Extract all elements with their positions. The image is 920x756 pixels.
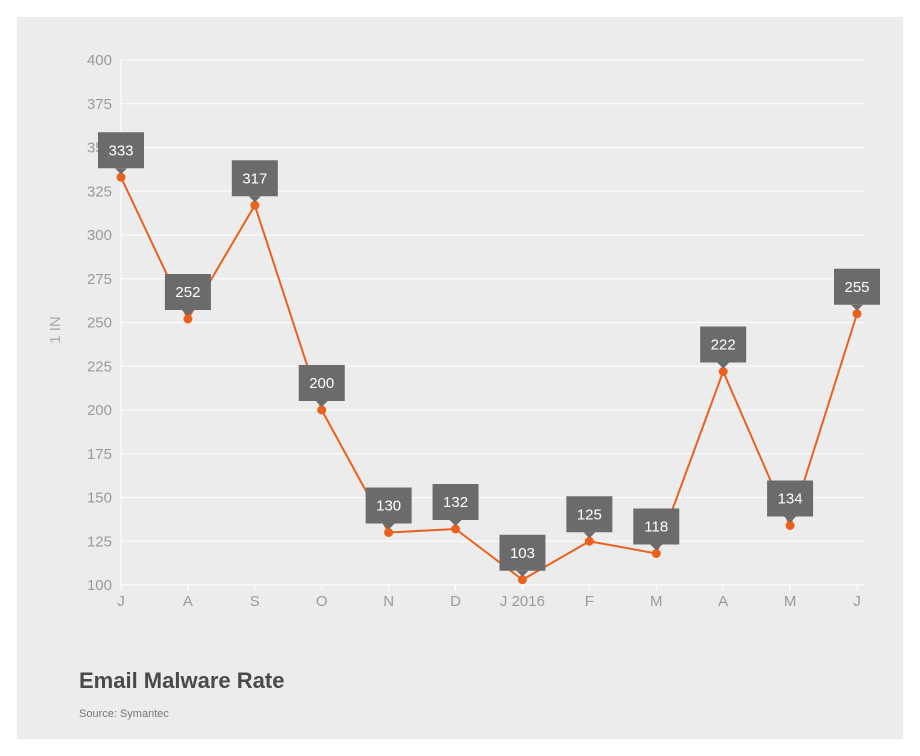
data-point[interactable] <box>517 575 527 585</box>
data-label-box <box>298 365 345 401</box>
y-tick-label: 100 <box>87 577 112 594</box>
data-label-text: 255 <box>844 279 869 296</box>
data-label-pointer <box>717 362 730 369</box>
x-tick-label: F <box>585 593 594 610</box>
data-label: 118 <box>633 508 680 551</box>
data-label-pointer <box>115 168 127 175</box>
data-label-box <box>834 268 880 305</box>
data-label-box <box>566 496 613 533</box>
data-label: 222 <box>700 326 747 369</box>
y-axis-label: 1 IN <box>47 316 64 344</box>
x-tick-label: M <box>784 593 797 610</box>
data-label-text: 134 <box>778 491 803 508</box>
data-label-box <box>767 480 814 517</box>
data-point[interactable] <box>317 405 327 415</box>
x-tick-label: S <box>250 593 260 610</box>
chart-title: Email Malware Rate <box>79 668 285 693</box>
data-label: 125 <box>566 496 613 539</box>
data-label-pointer <box>650 544 663 551</box>
data-label-pointer <box>181 310 194 316</box>
x-axis-ticks: J A S O N D J 2016 F M A M J <box>117 585 861 610</box>
data-label-pointer <box>315 401 328 407</box>
data-point[interactable] <box>250 200 260 210</box>
y-tick-label: 250 <box>87 315 112 332</box>
data-label-text: 317 <box>242 170 267 187</box>
data-point[interactable] <box>116 172 126 182</box>
data-point[interactable] <box>384 528 394 537</box>
data-label: 103 <box>499 534 546 577</box>
data-point[interactable] <box>852 309 862 319</box>
data-point[interactable] <box>718 367 728 376</box>
data-label-box <box>365 487 412 524</box>
data-label: 317 <box>231 160 278 203</box>
data-label: 132 <box>432 484 479 526</box>
data-label-text: 118 <box>644 519 668 536</box>
data-label-box <box>231 160 278 197</box>
data-label: 333 <box>98 132 144 175</box>
y-tick-label: 125 <box>87 533 112 550</box>
y-tick-label: 200 <box>87 402 112 419</box>
x-tick-label: M <box>650 593 663 610</box>
data-point[interactable] <box>451 524 461 534</box>
data-label-box <box>432 484 479 520</box>
x-tick-label: J <box>853 593 861 610</box>
data-label-pointer <box>516 570 529 577</box>
x-tick-label: J <box>117 593 125 610</box>
data-label-text: 252 <box>175 284 200 301</box>
data-label-box <box>98 132 144 169</box>
data-label-box <box>700 326 747 363</box>
data-label-pointer <box>583 532 596 539</box>
data-label-box <box>499 534 546 571</box>
chart-source: Source: Symantec <box>79 708 169 720</box>
data-labels: 333 252 317 200 130 132 103 125 118 222 134 255 <box>98 132 880 577</box>
data-point[interactable] <box>584 536 594 546</box>
data-label-pointer <box>449 520 462 526</box>
y-tick-label: 325 <box>87 183 112 200</box>
data-label-pointer <box>784 516 797 523</box>
chart-svg: 100125150175200225250275300325350375400 … <box>47 52 880 610</box>
data-label-text: 200 <box>309 375 334 392</box>
data-point[interactable] <box>785 521 795 530</box>
y-tick-label: 275 <box>87 271 112 288</box>
x-tick-label: A <box>183 593 193 610</box>
data-point[interactable] <box>183 314 193 324</box>
data-label-text: 333 <box>108 142 133 159</box>
data-label-pointer <box>851 304 863 311</box>
x-tick-label: O <box>316 593 328 610</box>
x-tick-label: D <box>450 593 461 610</box>
data-label-text: 103 <box>510 545 535 562</box>
series-polyline <box>120 176 858 581</box>
x-tick-label: J 2016 <box>500 593 545 610</box>
data-label: 130 <box>365 487 412 530</box>
data-label-text: 132 <box>443 494 468 511</box>
y-tick-label: 400 <box>87 52 112 69</box>
data-label-pointer <box>382 523 395 530</box>
data-label-box <box>164 274 211 310</box>
series-line <box>120 176 858 581</box>
data-label: 200 <box>298 365 345 407</box>
data-label-text: 130 <box>376 498 401 515</box>
data-label-pointer <box>248 196 261 203</box>
x-tick-label: N <box>383 593 394 610</box>
y-axis-ticks: 100125150175200225250275300325350375400 <box>87 52 112 594</box>
y-tick-label: 175 <box>87 446 112 463</box>
data-label: 255 <box>834 268 880 311</box>
data-label-box <box>633 508 680 545</box>
x-tick-label: A <box>718 593 728 610</box>
data-point[interactable] <box>651 549 661 558</box>
data-label-text: 125 <box>577 506 602 523</box>
series-points <box>116 172 862 585</box>
y-tick-label: 375 <box>87 96 112 113</box>
data-label: 134 <box>767 480 814 523</box>
data-label: 252 <box>164 274 211 316</box>
y-tick-label: 225 <box>87 358 112 375</box>
grid-lines <box>120 59 865 586</box>
y-tick-label: 150 <box>87 490 112 507</box>
y-tick-label: 300 <box>87 227 112 244</box>
chart-card: 100125150175200225250275300325350375400 … <box>17 17 903 739</box>
data-label-text: 222 <box>711 337 736 354</box>
